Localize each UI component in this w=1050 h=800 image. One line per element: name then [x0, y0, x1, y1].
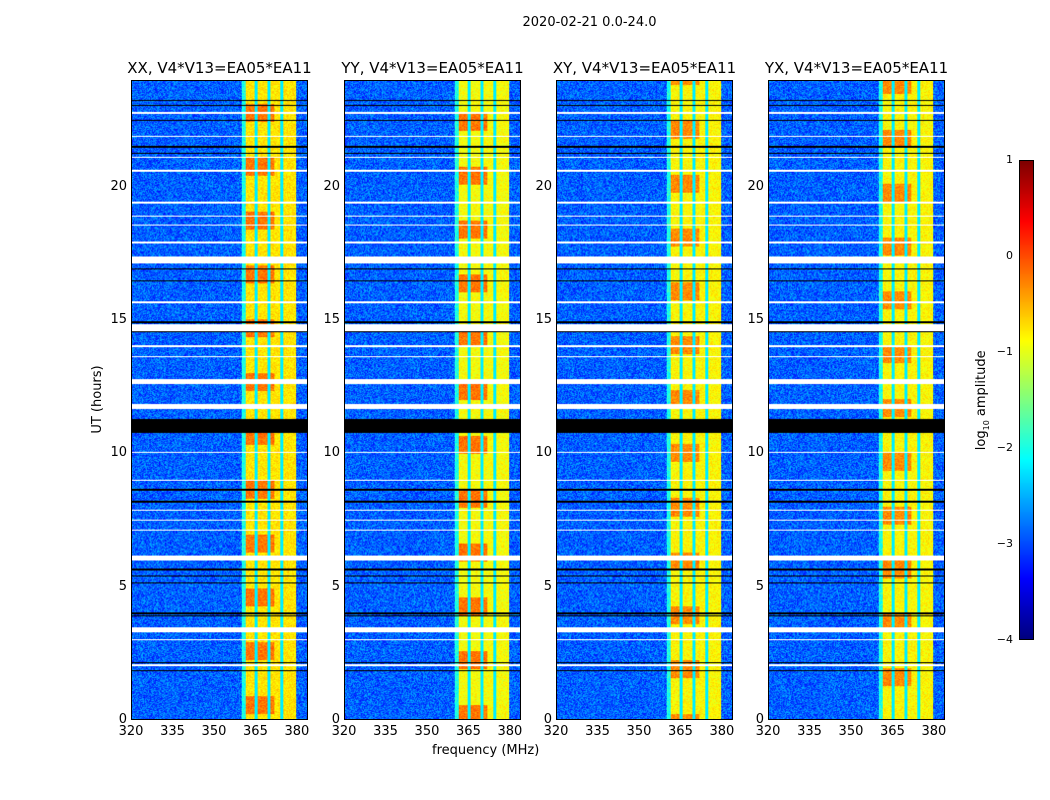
y-tick-label: 10 [535, 445, 552, 461]
y-tick-label: 10 [110, 445, 127, 461]
colorbar-label: log10 amplitude [974, 350, 991, 451]
x-tick-label: 320 [331, 724, 357, 739]
heatmap-cells [345, 81, 520, 719]
colorbar-tick-label: −3 [996, 537, 1013, 550]
colorbar-gradient [1020, 161, 1033, 639]
heatmap-panel-1 [344, 80, 521, 720]
x-tick-label: 320 [118, 724, 144, 739]
colorbar-tick-label: 0 [1006, 249, 1013, 262]
y-tick-label: 20 [110, 178, 127, 194]
x-tick-label: 380 [709, 724, 735, 739]
y-tick-label: 15 [535, 312, 552, 327]
x-tick-label: 380 [921, 724, 947, 739]
x-tick-label: 350 [626, 724, 652, 739]
colorbar-tick-label: −1 [996, 345, 1013, 358]
y-tick-label: 0 [331, 712, 340, 727]
colorbar-tick-label: −2 [996, 441, 1013, 454]
y-tick-label: 10 [323, 445, 340, 461]
y-tick-label: 0 [118, 712, 127, 727]
x-axis-label: frequency (MHz) [432, 743, 540, 758]
y-tick-label: 15 [110, 312, 127, 327]
x-tick-label: 320 [543, 724, 569, 739]
y-tick-label: 20 [323, 178, 340, 194]
colorbar-tick-label: −4 [996, 633, 1013, 646]
heatmap-cells [132, 81, 307, 719]
heatmap-panel-0 [131, 80, 308, 720]
x-tick-label: 350 [201, 724, 227, 739]
x-tick-label: 365 [880, 724, 905, 739]
heatmap-panel-2 [556, 80, 733, 720]
x-tick-label: 320 [755, 724, 781, 739]
x-tick-label: 350 [414, 724, 440, 739]
y-tick-label: 5 [118, 578, 127, 594]
x-tick-label: 365 [668, 724, 693, 739]
x-tick-label: 365 [456, 724, 481, 739]
y-tick-label: 0 [755, 712, 764, 727]
x-tick-label: 335 [373, 724, 398, 739]
panel-title: XY, V4*V13=EA05*EA11 [552, 59, 737, 77]
y-tick-label: 15 [747, 312, 764, 327]
x-tick-label: 380 [497, 724, 523, 739]
y-tick-label: 20 [747, 178, 764, 194]
panel-title: XX, V4*V13=EA05*EA11 [127, 59, 312, 77]
panel-title: YX, V4*V13=EA05*EA11 [764, 59, 949, 77]
heatmap-panel-3 [768, 80, 945, 720]
y-tick-label: 0 [543, 712, 552, 727]
heatmap-cells [557, 81, 732, 719]
x-tick-label: 335 [585, 724, 610, 739]
colorbar-tick-label: 1 [1006, 153, 1013, 166]
y-tick-label: 15 [323, 312, 340, 327]
heatmap-cells [769, 81, 944, 719]
y-tick-label: 5 [755, 578, 764, 594]
y-tick-label: 20 [535, 178, 552, 194]
panel-title: YY, V4*V13=EA05*EA11 [341, 59, 524, 77]
x-tick-label: 380 [284, 724, 310, 739]
y-tick-label: 10 [747, 445, 764, 461]
y-tick-label: 5 [543, 578, 552, 594]
x-tick-label: 335 [797, 724, 822, 739]
x-tick-label: 335 [160, 724, 185, 739]
y-tick-label: 5 [331, 578, 340, 594]
colorbar [1019, 160, 1034, 640]
y-axis-label: UT (hours) [90, 365, 105, 434]
x-tick-label: 350 [838, 724, 864, 739]
x-tick-label: 365 [243, 724, 268, 739]
figure-title: 2020-02-21 0.0-24.0 [522, 15, 657, 30]
